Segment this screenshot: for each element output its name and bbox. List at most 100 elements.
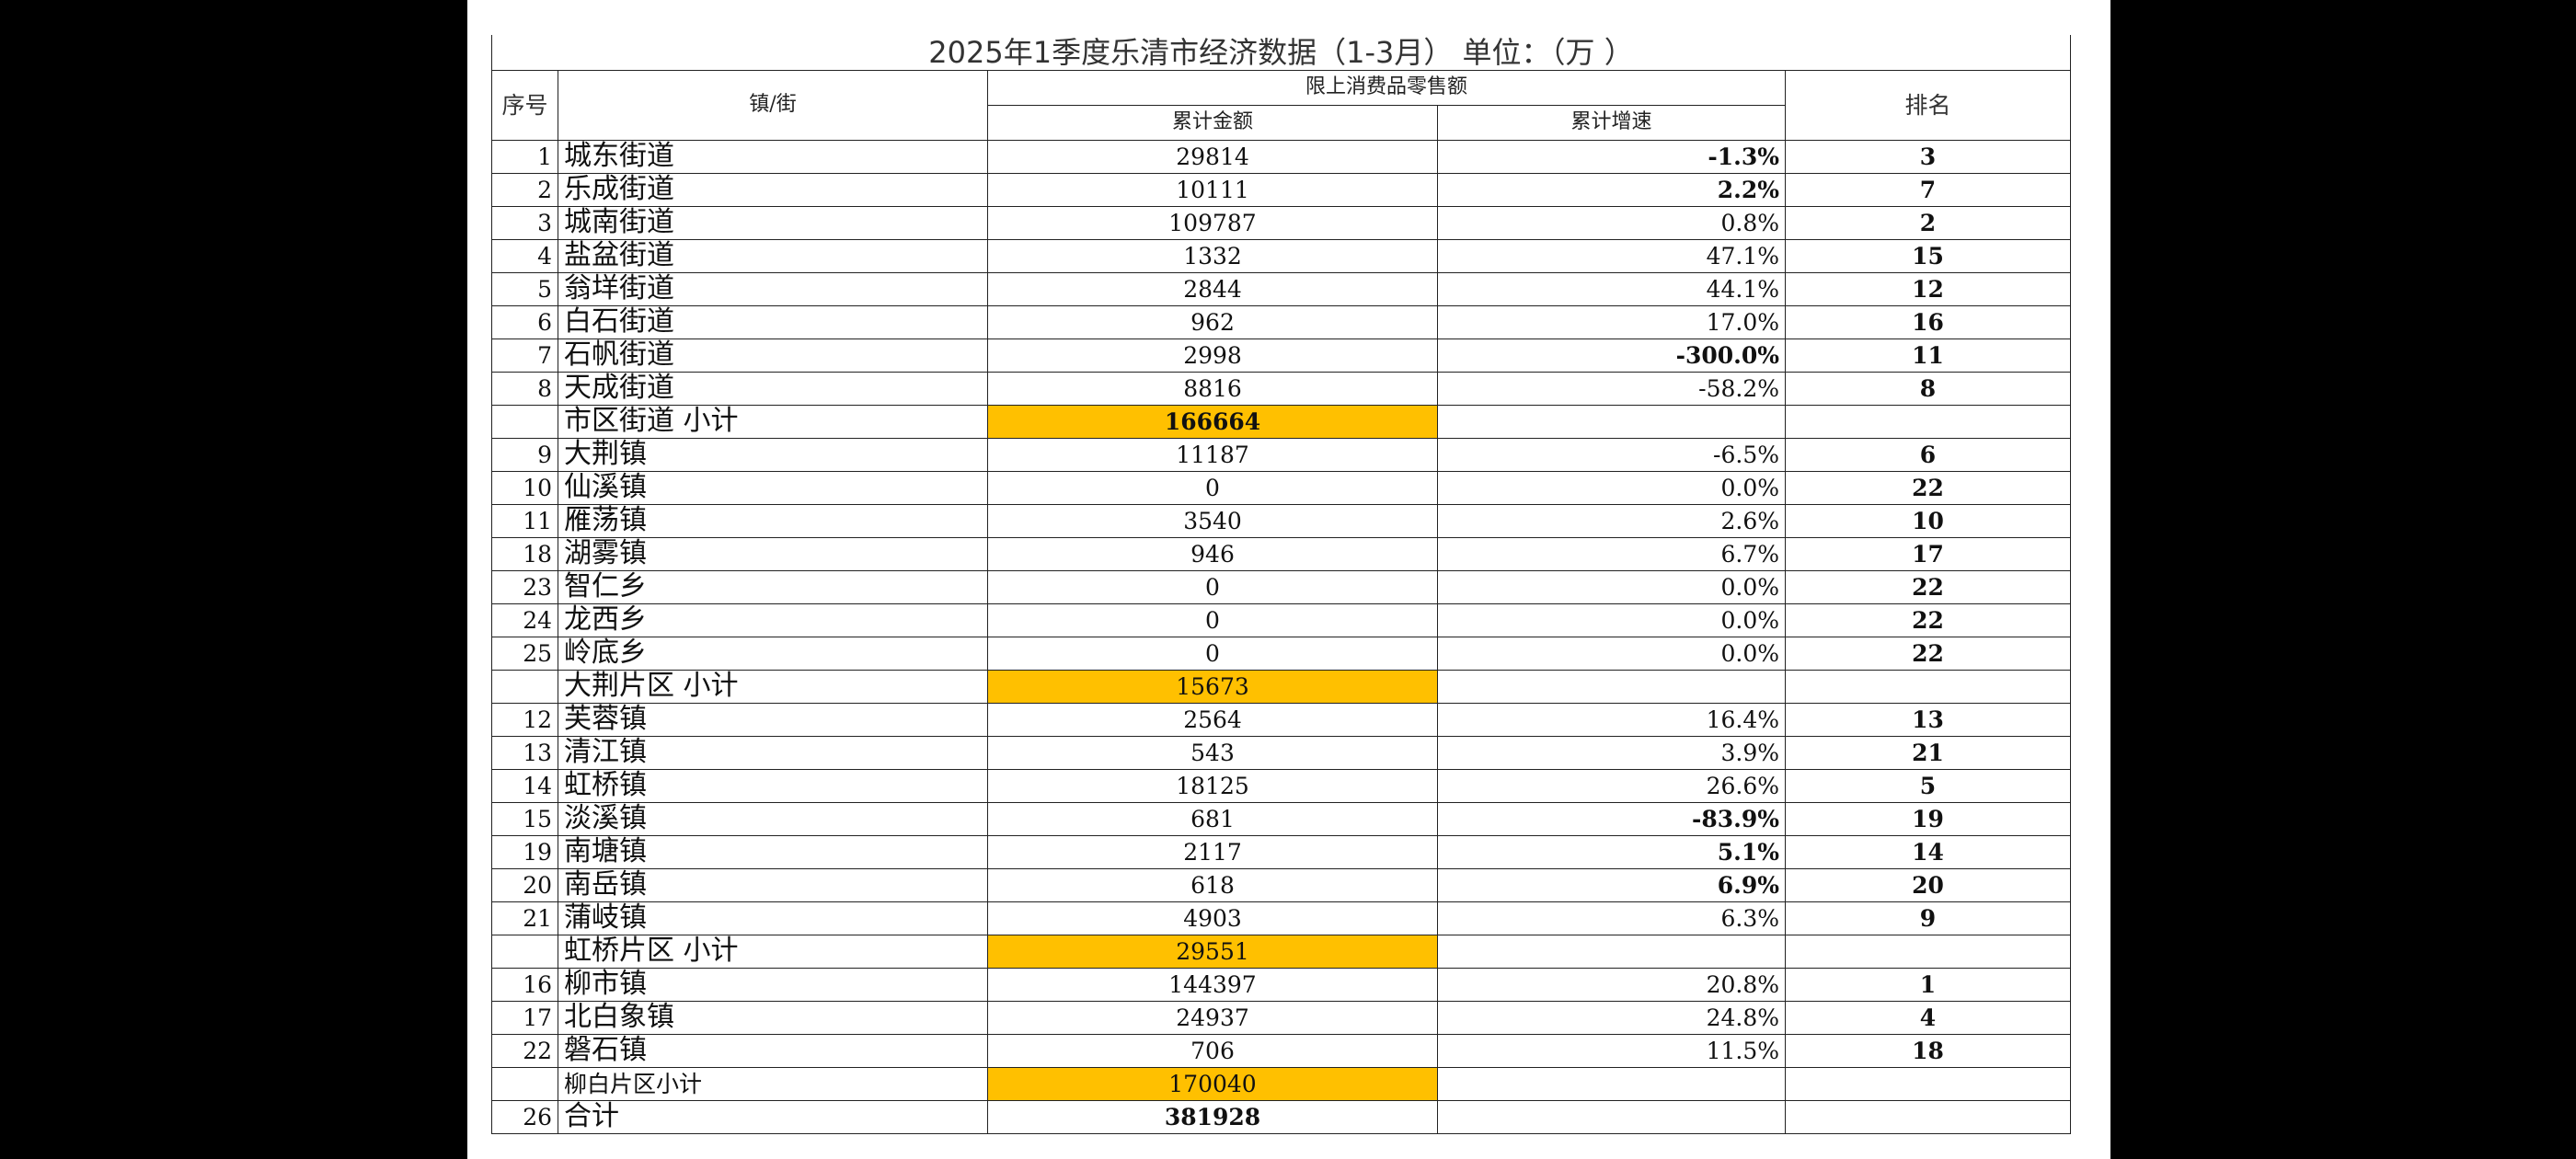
row-rate: 0.8%: [1437, 205, 1786, 240]
table-row: 14 虹桥镇 18125 26.6% 5: [491, 768, 2071, 803]
row-seq: [491, 1066, 558, 1101]
row-amount: 3540: [987, 503, 1438, 538]
table-row: 24 龙西乡 0 0.0% 22: [491, 602, 2071, 637]
header-rate: 累计增速: [1437, 104, 1786, 141]
row-seq: [491, 669, 558, 704]
table-row: 10 仙溪镇 0 0.0% 22: [491, 470, 2071, 505]
economic-data-table: 2025年1季度乐清市经济数据（1-3月） 单位：（万 ） 序号 镇/街 限上消…: [491, 35, 2071, 1134]
row-amount: 2564: [987, 702, 1438, 737]
row-rate: 26.6%: [1437, 768, 1786, 803]
row-amount: 166664: [987, 404, 1438, 439]
row-rank: [1785, 1066, 2071, 1101]
table-row: 3 城南街道 109787 0.8% 2: [491, 205, 2071, 240]
row-rate: [1437, 404, 1786, 439]
row-rate: -83.9%: [1437, 801, 1786, 836]
subtotal-row: 市区街道 小计 166664: [491, 404, 2071, 439]
table-row: 15 淡溪镇 681 -83.9% 19: [491, 801, 2071, 836]
row-amount: 0: [987, 602, 1438, 637]
row-rank: 1: [1785, 967, 2071, 1002]
table-row: 21 蒲岐镇 4903 6.3% 9: [491, 901, 2071, 935]
row-name: 蒲岐镇: [558, 901, 988, 935]
table-row: 5 翁垟街道 2844 44.1% 12: [491, 271, 2071, 306]
row-name: 天成街道: [558, 371, 988, 406]
row-rank: 2: [1785, 205, 2071, 240]
row-seq: 2: [491, 172, 558, 207]
row-seq: 11: [491, 503, 558, 538]
row-seq: 4: [491, 238, 558, 273]
table-row: 7 石帆街道 2998 -300.0% 11: [491, 338, 2071, 373]
row-seq: 21: [491, 901, 558, 935]
row-rank: 19: [1785, 801, 2071, 836]
header-amount: 累计金额: [987, 104, 1438, 141]
header-town: 镇/街: [558, 69, 988, 141]
table-title: 2025年1季度乐清市经济数据（1-3月） 单位：（万 ）: [491, 35, 2071, 71]
row-seq: [491, 934, 558, 969]
row-rate: 44.1%: [1437, 271, 1786, 306]
row-amount: 18125: [987, 768, 1438, 803]
table-row: 25 岭底乡 0 0.0% 22: [491, 636, 2071, 671]
row-seq: 15: [491, 801, 558, 836]
row-rate: 6.9%: [1437, 867, 1786, 902]
row-amount: 681: [987, 801, 1438, 836]
row-name: 翁垟街道: [558, 271, 988, 306]
row-rank: 12: [1785, 271, 2071, 306]
row-rank: [1785, 1099, 2071, 1134]
row-rank: 10: [1785, 503, 2071, 538]
row-name: 城东街道: [558, 139, 988, 174]
row-amount: 962: [987, 304, 1438, 339]
table-row: 6 白石街道 962 17.0% 16: [491, 304, 2071, 339]
row-amount: 0: [987, 470, 1438, 505]
row-name: 龙西乡: [558, 602, 988, 637]
row-rate: -1.3%: [1437, 139, 1786, 174]
row-name: 合计: [558, 1099, 988, 1134]
row-seq: 14: [491, 768, 558, 803]
row-rank: 22: [1785, 470, 2071, 505]
row-amount: 381928: [987, 1099, 1438, 1134]
table-row: 23 智仁乡 0 0.0% 22: [491, 569, 2071, 604]
row-name: 湖雾镇: [558, 536, 988, 571]
row-name: 智仁乡: [558, 569, 988, 604]
row-rate: -6.5%: [1437, 437, 1786, 472]
table-row: 12 芙蓉镇 2564 16.4% 13: [491, 702, 2071, 737]
row-name: 市区街道 小计: [558, 404, 988, 439]
row-rank: 9: [1785, 901, 2071, 935]
row-name: 清江镇: [558, 735, 988, 770]
row-amount: 0: [987, 569, 1438, 604]
row-rate: 0.0%: [1437, 569, 1786, 604]
row-rate: 20.8%: [1437, 967, 1786, 1002]
row-rank: 3: [1785, 139, 2071, 174]
row-seq: 6: [491, 304, 558, 339]
row-amount: 706: [987, 1033, 1438, 1068]
row-name: 芙蓉镇: [558, 702, 988, 737]
table-row: 17 北白象镇 24937 24.8% 4: [491, 1000, 2071, 1035]
row-amount: 2998: [987, 338, 1438, 373]
row-amount: 2844: [987, 271, 1438, 306]
row-rank: 17: [1785, 536, 2071, 571]
row-rank: 15: [1785, 238, 2071, 273]
row-name: 白石街道: [558, 304, 988, 339]
row-rate: 2.2%: [1437, 172, 1786, 207]
row-seq: 19: [491, 834, 558, 869]
row-amount: 15673: [987, 669, 1438, 704]
row-seq: 8: [491, 371, 558, 406]
row-rate: 24.8%: [1437, 1000, 1786, 1035]
row-rate: 0.0%: [1437, 602, 1786, 637]
row-seq: 17: [491, 1000, 558, 1035]
row-rate: 11.5%: [1437, 1033, 1786, 1068]
row-seq: 24: [491, 602, 558, 637]
row-rank: 20: [1785, 867, 2071, 902]
row-name: 石帆街道: [558, 338, 988, 373]
row-seq: 26: [491, 1099, 558, 1134]
subtotal-row: 虹桥片区 小计 29551: [491, 934, 2071, 969]
row-seq: 7: [491, 338, 558, 373]
row-seq: 13: [491, 735, 558, 770]
row-rank: 22: [1785, 569, 2071, 604]
total-row: 26 合计 381928: [491, 1099, 2071, 1134]
row-rank: 18: [1785, 1033, 2071, 1068]
row-seq: 25: [491, 636, 558, 671]
row-name: 岭底乡: [558, 636, 988, 671]
row-amount: 29814: [987, 139, 1438, 174]
row-rate: [1437, 1099, 1786, 1134]
table-row: 2 乐成街道 10111 2.2% 7: [491, 172, 2071, 207]
row-rank: [1785, 934, 2071, 969]
